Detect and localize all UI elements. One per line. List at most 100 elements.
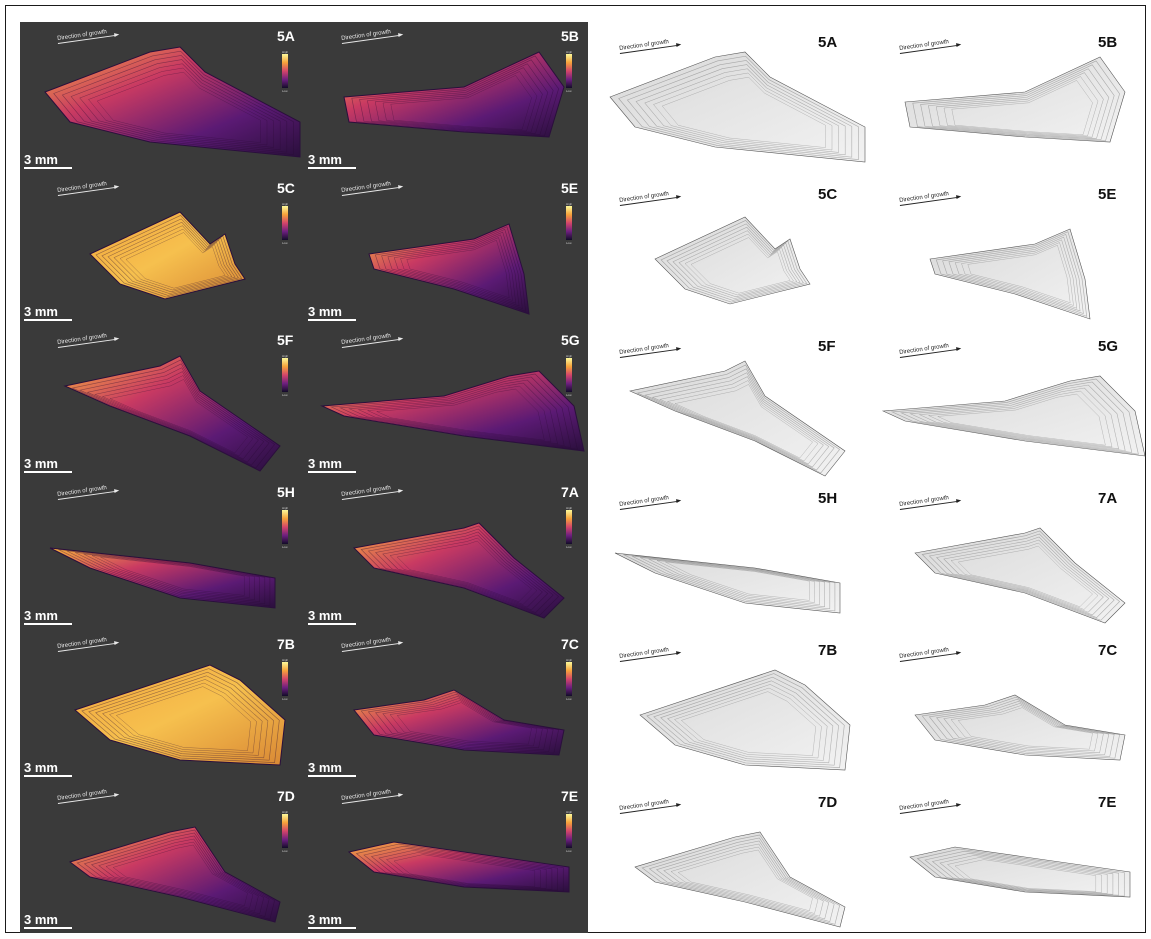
- scale-bar: 3 mm: [308, 912, 356, 929]
- colorbar-high-label: High: [566, 50, 573, 54]
- colorbar-high-label: High: [566, 506, 573, 510]
- specimen-image: [654, 216, 811, 305]
- panel-label: 5F: [818, 338, 836, 355]
- scale-bar-line: [308, 471, 356, 473]
- scale-bar: 3 mm: [24, 456, 72, 473]
- colorbar-low-label: Low: [282, 89, 288, 93]
- colorbar: [566, 510, 572, 544]
- colorbar-high-label: High: [282, 658, 289, 662]
- colorbar-low-label: Low: [566, 849, 572, 853]
- specimen-image: [63, 355, 281, 472]
- scale-bar-label: 3 mm: [24, 760, 58, 775]
- panel-label: 7A: [561, 484, 579, 500]
- scale-bar-line: [24, 471, 72, 473]
- specimen-image: [49, 547, 276, 609]
- specimen-image: [881, 375, 1146, 457]
- colorbar-low-label: Low: [566, 697, 572, 701]
- scale-bar-label: 3 mm: [24, 608, 58, 623]
- specimen-image: [634, 831, 846, 928]
- scale-bar: 3 mm: [24, 304, 72, 321]
- scale-bar-label: 3 mm: [24, 152, 58, 167]
- colorbar: [566, 54, 572, 88]
- scale-bar-line: [24, 167, 72, 169]
- specimen-image: [320, 370, 585, 452]
- panel-label: 5C: [818, 186, 838, 203]
- panel-label: 7D: [818, 794, 838, 811]
- heatmap-panel-background: [20, 22, 588, 933]
- colorbar: [566, 814, 572, 848]
- scale-bar: 3 mm: [308, 456, 356, 473]
- scale-bar: 3 mm: [308, 152, 356, 169]
- panel-label: 7E: [561, 788, 579, 804]
- scale-bar-line: [308, 927, 356, 929]
- panel-label: 5E: [561, 180, 579, 196]
- panel-label: 5G: [1098, 338, 1119, 355]
- scale-bar-label: 3 mm: [308, 304, 342, 319]
- panel-label: 7D: [277, 788, 295, 804]
- scale-bar-label: 3 mm: [308, 912, 342, 927]
- scale-bar-label: 3 mm: [24, 912, 58, 927]
- scale-bar-line: [308, 319, 356, 321]
- scale-bar-line: [24, 775, 72, 777]
- panel-label: 7B: [277, 636, 295, 652]
- scale-bar-label: 3 mm: [24, 456, 58, 471]
- specimen-image: [929, 228, 1091, 320]
- colorbar-low-label: Low: [282, 545, 288, 549]
- scale-bar-label: 3 mm: [308, 760, 342, 775]
- panel-label: 5A: [818, 34, 838, 51]
- colorbar: [282, 206, 288, 240]
- scale-bar-label: 3 mm: [308, 152, 342, 167]
- panel-label: 5H: [277, 484, 295, 500]
- specimen-image: [343, 51, 565, 138]
- panel-label: 5A: [277, 28, 295, 44]
- colorbar-low-label: Low: [282, 697, 288, 701]
- colorbar-low-label: Low: [566, 241, 572, 245]
- specimen-image: [614, 552, 841, 614]
- specimen-image: [904, 56, 1126, 143]
- colorbar-high-label: High: [566, 658, 573, 662]
- panel-label: 5B: [561, 28, 579, 44]
- colorbar: [566, 358, 572, 392]
- colorbar: [282, 54, 288, 88]
- colorbar-high-label: High: [282, 506, 289, 510]
- specimen-image: [44, 46, 301, 158]
- specimen-image: [368, 223, 530, 315]
- specimen-image: [914, 527, 1126, 624]
- panel-label: 7B: [818, 642, 838, 659]
- panel-label: 5E: [1098, 186, 1117, 203]
- colorbar-low-label: Low: [282, 849, 288, 853]
- colorbar: [566, 662, 572, 696]
- panel-label: 5F: [277, 332, 294, 348]
- scale-bar-line: [24, 927, 72, 929]
- panel-label: 7E: [1098, 794, 1117, 811]
- specimen-image: [89, 211, 246, 300]
- scale-bar-label: 3 mm: [24, 304, 58, 319]
- scale-bar-label: 3 mm: [308, 608, 342, 623]
- colorbar-high-label: High: [566, 202, 573, 206]
- panel-label: 5H: [818, 490, 838, 507]
- specimen-image: [347, 841, 570, 893]
- specimen-image: [639, 669, 851, 771]
- specimen-image: [74, 664, 286, 766]
- panel-label: 7C: [561, 636, 579, 652]
- scale-bar: 3 mm: [24, 912, 72, 929]
- colorbar-low-label: Low: [566, 393, 572, 397]
- panel-label: 5B: [1098, 34, 1118, 51]
- specimen-image: [352, 522, 565, 619]
- panel-label: 7C: [1098, 642, 1118, 659]
- scale-bar: 3 mm: [308, 608, 356, 625]
- colorbar-high-label: High: [566, 810, 573, 814]
- scale-bar: 3 mm: [24, 152, 72, 169]
- colorbar: [282, 814, 288, 848]
- colorbar-high-label: High: [282, 202, 289, 206]
- colorbar-high-label: High: [566, 354, 573, 358]
- colorbar: [282, 510, 288, 544]
- specimen-image: [353, 689, 565, 756]
- colorbar: [282, 358, 288, 392]
- scale-bar-line: [308, 623, 356, 625]
- colorbar: [566, 206, 572, 240]
- specimen-image: [914, 694, 1126, 761]
- scale-bar: 3 mm: [24, 608, 72, 625]
- scale-bar: 3 mm: [308, 760, 356, 777]
- scale-bar-line: [308, 775, 356, 777]
